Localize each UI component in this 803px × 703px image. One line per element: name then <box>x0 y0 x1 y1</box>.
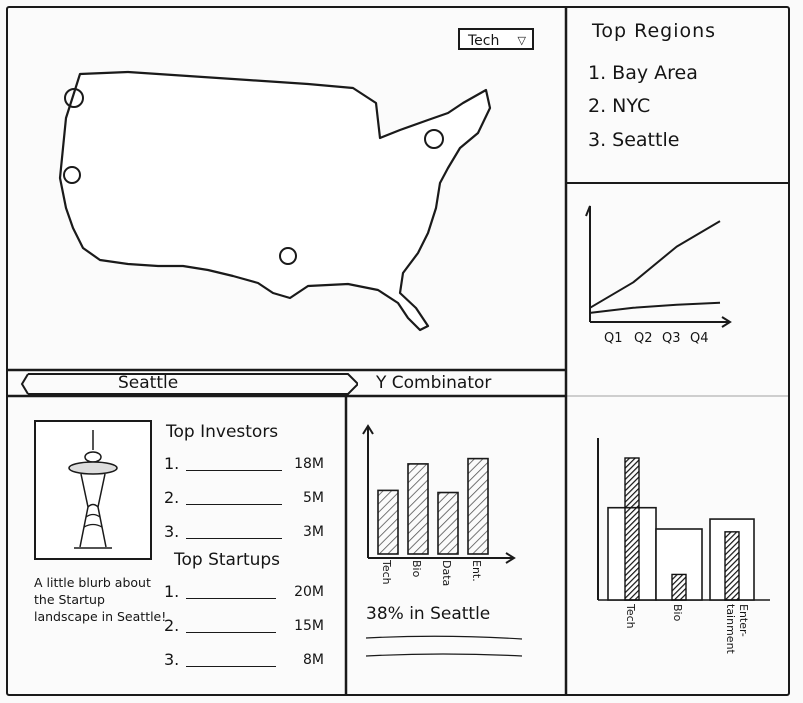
region-item-3[interactable]: 3. Seattle <box>588 129 680 151</box>
bar-inner-entertainment[interactable] <box>724 531 740 601</box>
tab-y-combinator[interactable]: Y Combinator <box>376 373 492 393</box>
yc-panel: 38% in Seattle <box>348 398 564 692</box>
line-series-2 <box>589 301 721 314</box>
seattle-panel: A little blurb about the Startup landsca… <box>8 398 344 692</box>
tick-label-q1: Q1 <box>604 331 623 346</box>
category-dropdown[interactable]: Tech ▽ <box>458 28 534 50</box>
yc-bar-data[interactable] <box>437 491 459 555</box>
tick-label-q4: Q4 <box>690 331 709 346</box>
nyc-marker <box>424 129 444 149</box>
list-item[interactable]: 2. 5M <box>164 488 324 507</box>
blank-line <box>186 538 282 539</box>
category-bar-chart[interactable] <box>570 398 786 608</box>
region-item-1[interactable]: 1. Bay Area <box>588 62 698 84</box>
yc-bar-chart[interactable] <box>348 398 564 608</box>
yc-bar-bio[interactable] <box>407 463 429 555</box>
yc-bar-label: Ent. <box>470 560 483 582</box>
right-bar-panel <box>570 398 786 692</box>
line-chart[interactable] <box>570 186 786 394</box>
bay-area-marker <box>64 88 84 108</box>
category-bar-label: Enter- tainment <box>724 604 750 654</box>
map-panel: Tech ▽ <box>8 8 564 368</box>
yc-bar-label: Tech <box>380 560 393 585</box>
us-map[interactable] <box>8 8 564 368</box>
startup-list: 1. 20M 2. 15M 3. 8M <box>164 582 324 684</box>
region-item-2[interactable]: 2. NYC <box>588 95 651 117</box>
investor-list: 1. 18M 2. 5M 3. 3M <box>164 454 324 556</box>
blank-line <box>186 504 282 505</box>
texas-marker <box>279 247 297 265</box>
bar-inner-tech[interactable] <box>624 457 640 601</box>
category-bar-label: Tech <box>624 604 637 629</box>
bar-inner-bio[interactable] <box>671 573 687 601</box>
space-needle-icon <box>68 430 118 549</box>
yc-bar-label: Data <box>440 560 453 587</box>
blank-line <box>186 632 276 633</box>
line-chart-panel: Q1 Q2 Q3 Q4 <box>570 186 786 394</box>
tick-label-q3: Q3 <box>662 331 681 346</box>
blank-line <box>186 666 276 667</box>
tab-seattle[interactable]: Seattle <box>118 373 179 393</box>
yc-stat: 38% in Seattle <box>366 604 491 624</box>
line-series-1 <box>589 220 721 309</box>
yc-bar-ent[interactable] <box>467 457 489 555</box>
seattle-tab-shape <box>20 373 358 395</box>
top-investors-title: Top Investors <box>166 422 279 442</box>
list-item[interactable]: 1. 20M <box>164 582 324 601</box>
scribble-lines <box>365 635 523 657</box>
blank-line <box>186 598 276 599</box>
top-startups-title: Top Startups <box>174 550 281 570</box>
blank-line <box>186 470 282 471</box>
list-item[interactable]: 1. 18M <box>164 454 324 473</box>
list-item[interactable]: 3. 3M <box>164 522 324 541</box>
dropdown-value: Tech <box>468 33 500 49</box>
seattle-blurb: A little blurb about the Startup landsca… <box>34 575 167 624</box>
dashboard-frame: Tech ▽ Top Regions 1. Bay Area 2. NYC 3.… <box>6 6 790 696</box>
list-item[interactable]: 3. 8M <box>164 650 324 669</box>
space-needle-image <box>34 420 152 560</box>
tick-label-q2: Q2 <box>634 331 653 346</box>
chevron-down-icon: ▽ <box>517 34 526 47</box>
la-marker <box>63 166 81 184</box>
list-item[interactable]: 2. 15M <box>164 616 324 635</box>
top-regions-title: Top Regions <box>592 20 717 42</box>
top-regions-panel: Top Regions 1. Bay Area 2. NYC 3. Seattl… <box>570 8 786 180</box>
category-bar-label: Bio <box>671 604 684 622</box>
yc-bar-label: Bio <box>410 560 423 578</box>
yc-bar-tech[interactable] <box>377 489 399 555</box>
panel-dividers <box>8 8 788 694</box>
